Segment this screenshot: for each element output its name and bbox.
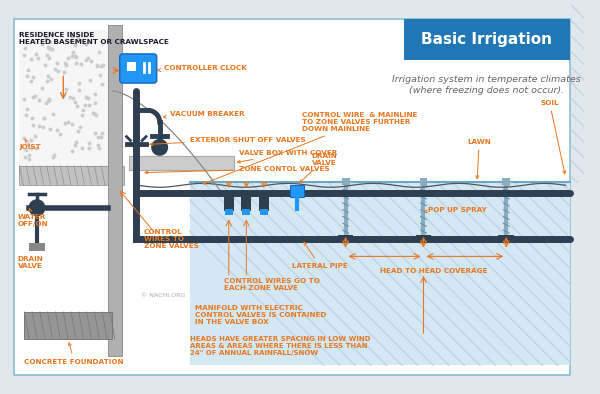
Bar — [127, 62, 136, 71]
Text: LAWN: LAWN — [467, 139, 491, 178]
Circle shape — [152, 139, 167, 155]
Text: DRAIN
VALVE: DRAIN VALVE — [17, 256, 43, 269]
Bar — [342, 178, 350, 185]
Bar — [19, 166, 124, 185]
Circle shape — [29, 200, 45, 216]
Bar — [128, 156, 233, 170]
Text: POP UP SPRAY: POP UP SPRAY — [425, 207, 487, 213]
Text: © NACHI.ORG: © NACHI.ORG — [141, 293, 185, 298]
Bar — [225, 209, 233, 216]
Bar — [108, 25, 122, 356]
Text: CONTROLLER CLOCK: CONTROLLER CLOCK — [158, 65, 247, 72]
Text: LATERAL PIPE: LATERAL PIPE — [292, 242, 348, 269]
Text: CONTROL WIRES GO TO
EACH ZONE VALVE: CONTROL WIRES GO TO EACH ZONE VALVE — [224, 278, 320, 291]
Text: DRAIN
VALVE: DRAIN VALVE — [300, 153, 337, 183]
Bar — [19, 166, 122, 174]
Bar — [25, 312, 112, 339]
Bar — [224, 191, 233, 211]
Bar — [259, 191, 269, 211]
Text: EXTERIOR SHUT OFF VALVES: EXTERIOR SHUT OFF VALVES — [150, 137, 305, 145]
Bar — [29, 243, 45, 251]
Bar — [190, 182, 571, 365]
Text: VACUUM BREAKER: VACUUM BREAKER — [164, 111, 245, 118]
Text: SOIL: SOIL — [541, 100, 566, 174]
Bar — [260, 209, 268, 216]
Bar — [419, 178, 427, 185]
Bar — [19, 166, 122, 174]
Bar — [338, 235, 353, 242]
Text: Basic Irrigation: Basic Irrigation — [421, 32, 552, 47]
Text: CONCRETE FOUNDATION: CONCRETE FOUNDATION — [25, 343, 124, 364]
Text: RESIDENCE INSIDE
HEATED BASEMENT OR CRAWLSPACE: RESIDENCE INSIDE HEATED BASEMENT OR CRAW… — [19, 32, 169, 45]
Text: CONTROL WIRE  & MAINLINE
TO ZONE VALVES FURTHER
DOWN MAINLINE: CONTROL WIRE & MAINLINE TO ZONE VALVES F… — [203, 112, 417, 184]
Bar — [404, 19, 571, 60]
Bar — [19, 30, 108, 166]
Bar — [416, 235, 431, 242]
Text: Irrigation system in temperate climates
(where freezing does not occur).: Irrigation system in temperate climates … — [392, 75, 581, 95]
Bar — [502, 178, 510, 185]
Bar — [19, 166, 122, 174]
Text: ZONE CONTOL VALVES: ZONE CONTOL VALVES — [145, 166, 329, 174]
Text: JOIST: JOIST — [19, 139, 41, 150]
Bar — [499, 235, 514, 242]
Bar — [242, 209, 250, 216]
Text: MANIFOLD WITH ELECTRIC
CONTROL VALVES IS CONTAINED
IN THE VALVE BOX: MANIFOLD WITH ELECTRIC CONTROL VALVES IS… — [195, 305, 326, 325]
Bar — [241, 191, 251, 211]
Text: VALVE BOX WITH COVER: VALVE BOX WITH COVER — [238, 150, 337, 163]
FancyBboxPatch shape — [120, 54, 157, 83]
Text: CONTROL
WIRES TO
ZONE VALVES: CONTROL WIRES TO ZONE VALVES — [144, 229, 199, 249]
Text: WATER
OFF/ON: WATER OFF/ON — [17, 208, 48, 227]
Bar — [290, 185, 304, 197]
Text: HEADS HAVE GREATER SPACING IN LOW WIND
AREAS & AREAS WHERE THERE IS LESS THAN
24: HEADS HAVE GREATER SPACING IN LOW WIND A… — [190, 336, 370, 356]
Text: HEAD TO HEAD COVERAGE: HEAD TO HEAD COVERAGE — [380, 268, 487, 274]
